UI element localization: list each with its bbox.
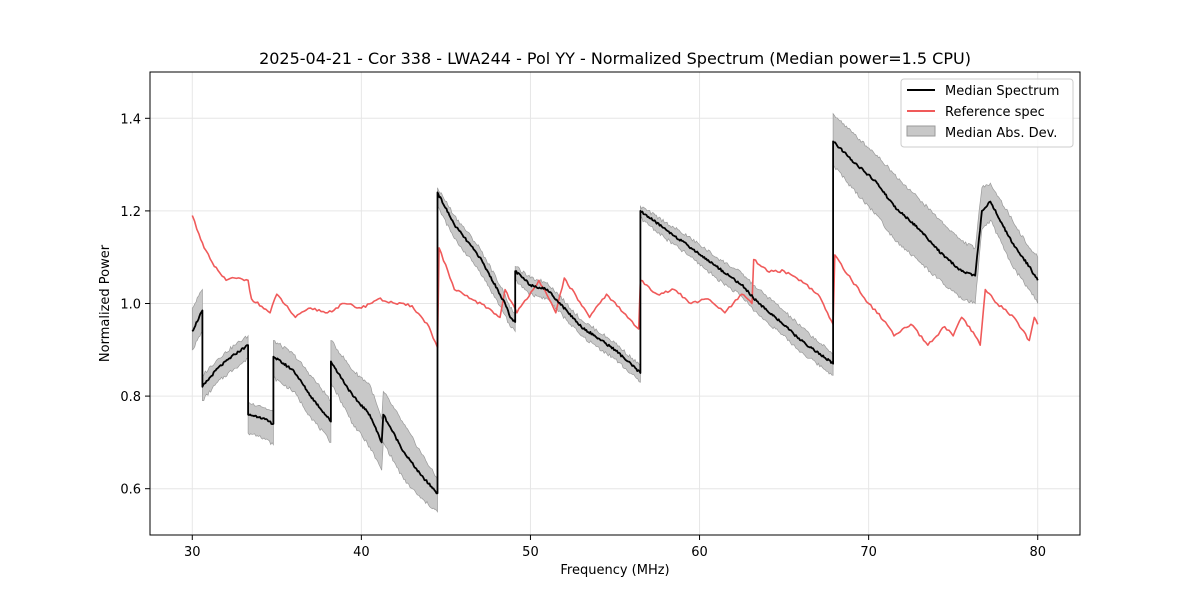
x-tick-label: 60 [691, 545, 708, 560]
y-axis-label: Normalized Power [98, 244, 113, 362]
y-axis-ticks: 0.6 0.8 1.0 1.2 1.4 [120, 112, 150, 498]
legend: Median Spectrum Reference spec Median Ab… [900, 78, 1074, 148]
x-tick-label: 70 [860, 545, 877, 560]
legend-mad-label: Median Abs. Dev. [945, 126, 1057, 141]
x-axis-ticks: 30 40 50 60 70 80 [184, 535, 1046, 560]
median-spectrum-line [191, 140, 1039, 495]
legend-mad-swatch [906, 125, 936, 137]
y-tick-label: 1.0 [120, 298, 141, 313]
x-tick-label: 40 [353, 545, 370, 560]
series-layer [191, 140, 1039, 495]
x-tick-label: 80 [1029, 545, 1046, 560]
y-tick-label: 1.2 [120, 205, 141, 220]
legend-median-label: Median Spectrum [945, 84, 1059, 99]
mad-band-layer [191, 112, 1039, 513]
y-tick-label: 0.6 [120, 483, 141, 498]
y-tick-label: 1.4 [120, 112, 141, 127]
y-tick-label: 0.8 [120, 390, 141, 405]
chart-title: 2025-04-21 - Cor 338 - LWA244 - Pol YY -… [259, 49, 971, 68]
x-tick-label: 30 [184, 545, 201, 560]
legend-box [900, 78, 1074, 148]
mad-band [191, 112, 1039, 513]
legend-reference-label: Reference spec [945, 105, 1045, 120]
reference-spectrum-line [191, 215, 1039, 349]
x-tick-label: 50 [522, 545, 539, 560]
x-axis-label: Frequency (MHz) [560, 563, 669, 578]
